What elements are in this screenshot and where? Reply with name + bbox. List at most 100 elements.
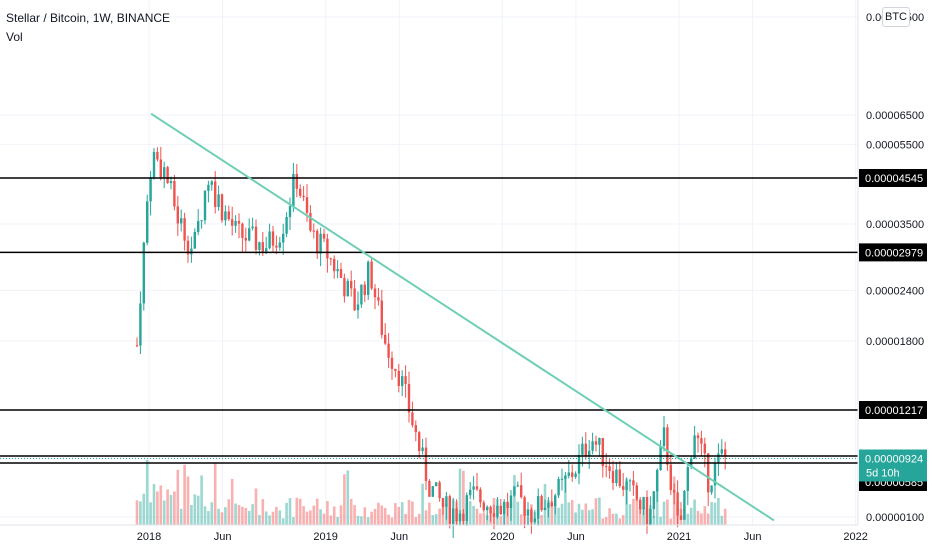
candle-body (424, 447, 428, 481)
volume-bar (397, 506, 401, 525)
candle-body (411, 412, 414, 426)
candle-body (448, 496, 451, 524)
candle-body (244, 237, 247, 241)
candle-body (452, 508, 455, 524)
candle-body (302, 195, 305, 198)
candle-body (713, 462, 717, 486)
candle-body (465, 495, 468, 521)
candle-body (686, 466, 689, 491)
candle-body (142, 242, 145, 304)
volume-bar (183, 464, 186, 525)
volume-bar (156, 491, 159, 525)
candle-body (367, 261, 370, 295)
candle-body (431, 486, 434, 497)
candle-body (696, 435, 700, 439)
candle-body (469, 489, 472, 496)
candle-body (261, 242, 264, 252)
candle-body (346, 280, 349, 297)
volume-bar (179, 508, 183, 525)
volume-bar (278, 510, 282, 525)
time-tick-label: Jun (390, 531, 408, 543)
volume-bar (428, 502, 431, 525)
volume-bar (574, 512, 577, 525)
volume-bar (601, 518, 605, 525)
volume-label[interactable]: Vol (6, 30, 23, 44)
candle-body (220, 194, 224, 221)
volume-bar (458, 468, 462, 525)
volume-bar (258, 514, 261, 525)
volume-bar (349, 498, 353, 525)
candle-body (639, 499, 642, 510)
volume-bar (424, 510, 428, 525)
candle-body (248, 228, 251, 241)
candle-body (523, 497, 526, 516)
volume-bar (564, 474, 567, 525)
candle-body (227, 211, 230, 220)
volume-bar (149, 502, 152, 525)
volume-bar (659, 516, 662, 525)
current-price-value: 0.00000924 (865, 453, 923, 465)
candle-body (543, 507, 547, 511)
volume-bar (363, 507, 367, 525)
candle-body (237, 220, 241, 224)
volume-bar (312, 505, 316, 525)
volume-bar (689, 507, 693, 525)
candle-body (496, 505, 499, 517)
volume-bar (356, 515, 360, 525)
volume-bar (434, 514, 438, 525)
candle-body (625, 481, 628, 490)
volume-bar (594, 498, 598, 525)
volume-bar (234, 503, 237, 525)
candle-body (503, 501, 506, 515)
level-tag-label: 0.00002979 (865, 247, 923, 259)
volume-bar (482, 512, 486, 525)
time-tick-label: 2022 (843, 531, 867, 543)
candle-body (288, 206, 292, 218)
candle-body (455, 508, 458, 522)
currency-button[interactable]: BTC (882, 7, 910, 27)
volume-bar (394, 503, 397, 525)
price-tick-label: 0.00003500 (866, 219, 924, 231)
candle-body (418, 432, 421, 452)
volume-bar (598, 497, 601, 525)
candle-body (601, 438, 604, 467)
trendline[interactable] (150, 112, 775, 522)
volume-bar (366, 517, 370, 525)
volume-bar (319, 509, 322, 525)
volume-bar (669, 518, 673, 525)
volume-bar (281, 518, 285, 525)
candle-body (333, 258, 336, 272)
candle-body (207, 184, 210, 191)
symbol-title[interactable]: Stellar / Bitcoin, 1W, BINANCE (6, 11, 171, 25)
volume-bar (210, 502, 214, 525)
volume-bar (710, 502, 713, 525)
candle-body (598, 438, 601, 445)
volume-bar (370, 511, 373, 525)
candle-body (200, 220, 203, 222)
volume-bar (193, 494, 197, 525)
volume-bar (292, 517, 295, 525)
volume-bar (706, 513, 710, 525)
volume-bar (186, 476, 190, 525)
volume-bar (540, 515, 543, 525)
volume-bar (298, 498, 302, 525)
candle-body (673, 490, 676, 493)
volume-bar (383, 508, 387, 525)
volume-bar (713, 502, 717, 525)
candle-body (530, 509, 533, 522)
volume-bar (264, 511, 268, 525)
candle-body (533, 518, 536, 522)
candle-body (642, 496, 645, 510)
volume-bar (237, 505, 241, 525)
candle-body (594, 441, 598, 445)
candle-body (458, 513, 462, 522)
volume-bar (519, 514, 523, 525)
volume-bar (696, 510, 700, 525)
volume-bar (404, 513, 407, 525)
volume-bar (516, 501, 520, 525)
candle-body (183, 218, 186, 241)
candle-body (336, 269, 339, 272)
price-tick-label: 0.00002400 (866, 285, 924, 297)
candle-body (554, 495, 557, 507)
